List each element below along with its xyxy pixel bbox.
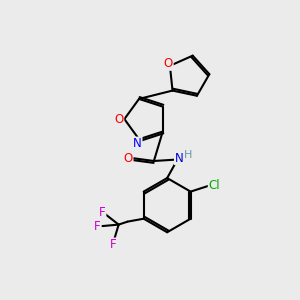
Text: O: O — [124, 152, 133, 164]
Text: Cl: Cl — [208, 179, 220, 192]
Text: O: O — [115, 112, 124, 126]
Text: N: N — [175, 152, 183, 164]
Text: N: N — [133, 137, 142, 150]
Text: F: F — [110, 238, 117, 251]
Text: F: F — [99, 206, 106, 219]
Text: H: H — [184, 150, 192, 160]
Text: O: O — [164, 57, 173, 70]
Text: F: F — [94, 220, 101, 232]
